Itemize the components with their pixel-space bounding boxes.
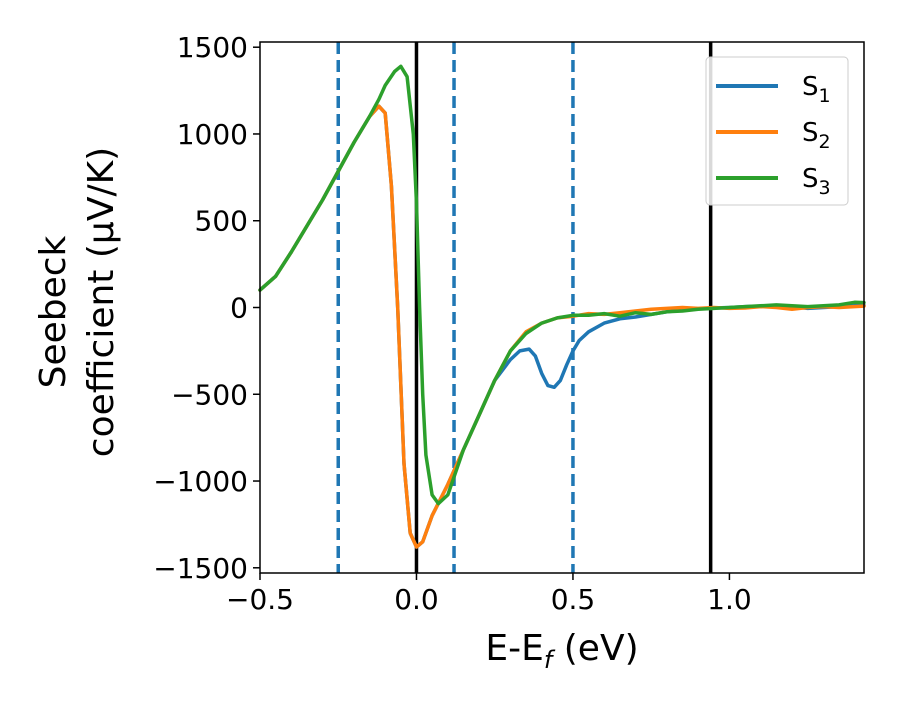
x-axis-title: E-Ef (eV) [485, 628, 638, 674]
y-tick-label-3: 0 [230, 292, 248, 325]
y-tick-label-0: 1500 [177, 31, 248, 64]
legend: S1 S2 S3 [705, 56, 849, 206]
x-tick-label-2: 0.5 [551, 583, 596, 616]
x-tick-label-3: 1.0 [707, 583, 752, 616]
legend-label-3: S3 [802, 164, 831, 199]
y-tick-label-4: −500 [171, 378, 248, 411]
y-tick-label-5: −1000 [153, 465, 248, 498]
series-lines [258, 64, 866, 549]
y-axis-title-line2: coefficient (μV/K) [81, 147, 122, 457]
axis-ticks: −0.5 0.0 0.5 1.0 1500 1000 500 0 −500 −1000 −1500 [153, 31, 751, 616]
series-line-3 [258, 64, 866, 506]
y-tick-label-1: 1000 [177, 118, 248, 151]
x-tick-label-1: 0.0 [394, 583, 439, 616]
legend-items: S1 S2 S3 [716, 72, 831, 199]
y-tick-label-6: −1500 [153, 552, 248, 585]
x-axis-title-tail: (eV) [552, 628, 638, 669]
y-tick-label-2: 500 [195, 205, 248, 238]
y-axis-title-line1: Seebeck [33, 235, 74, 388]
x-tick-label-0: −0.5 [226, 583, 294, 616]
legend-label-2: S2 [802, 118, 831, 153]
legend-label-1: S1 [802, 72, 831, 107]
